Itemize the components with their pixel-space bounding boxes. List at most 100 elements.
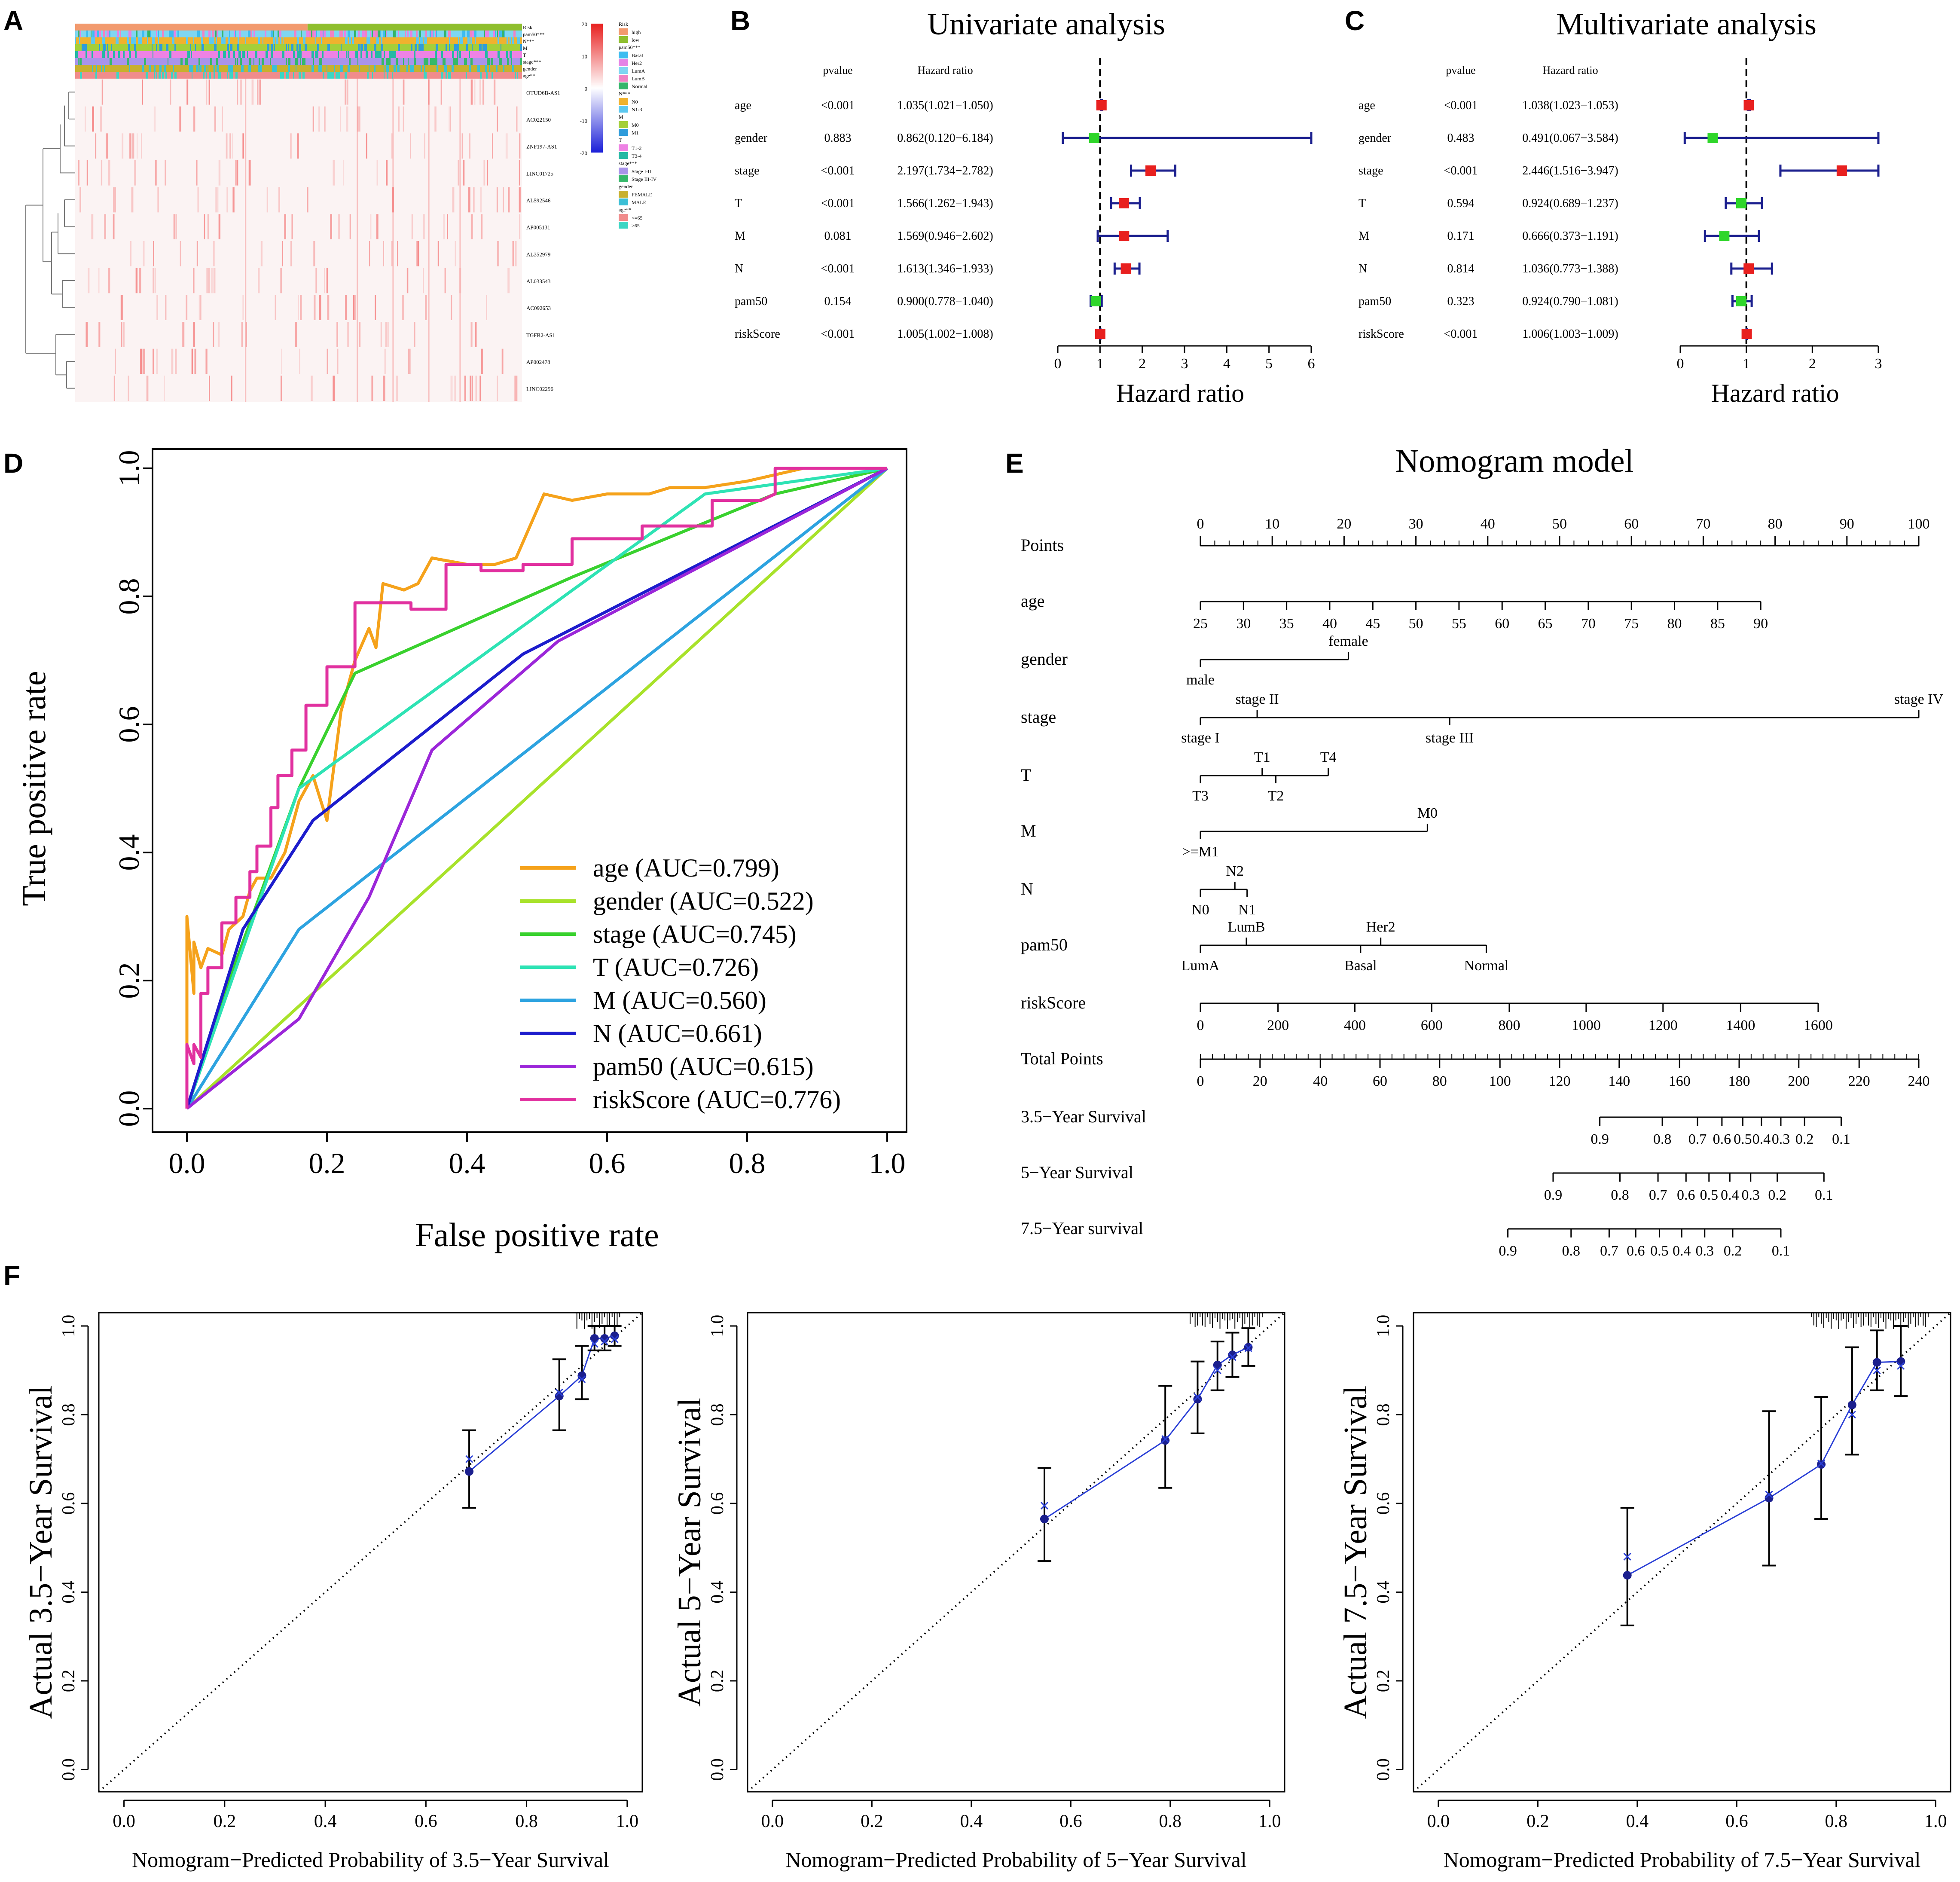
x-tick-label: 0.8 bbox=[1159, 1812, 1182, 1831]
legend-swatch bbox=[619, 152, 628, 159]
forest-row-stage: stage <0.001 2.197(1.734−2.782) bbox=[735, 164, 1177, 177]
variable-name: pam50 bbox=[1359, 295, 1391, 308]
gene-label: OTUD6B-AS1 bbox=[526, 89, 560, 96]
heatmap-cell bbox=[452, 187, 455, 213]
heatmap-cell bbox=[313, 241, 315, 266]
annotation-segment bbox=[280, 37, 281, 44]
annotation-segment bbox=[208, 31, 211, 37]
tick-label: stage II bbox=[1236, 691, 1279, 707]
heatmap-cell bbox=[86, 160, 88, 186]
p-value: <0.001 bbox=[821, 197, 855, 210]
annotation-segment bbox=[436, 31, 437, 37]
roc-legend: age (AUC=0.799)gender (AUC=0.522)stage (… bbox=[520, 854, 841, 1114]
dendrogram bbox=[25, 92, 75, 389]
heatmap-cell bbox=[197, 187, 199, 213]
x-tick-label: 0.6 bbox=[589, 1147, 626, 1179]
annotation-segment bbox=[365, 44, 367, 51]
heatmap-cell bbox=[434, 106, 437, 132]
annotation-segment bbox=[397, 65, 400, 72]
tick-label: 1400 bbox=[1726, 1017, 1755, 1033]
annotation-segment bbox=[242, 51, 245, 58]
annotation-segment bbox=[173, 65, 174, 72]
panel-label-d: D bbox=[3, 448, 23, 479]
forest-row-t: T <0.001 1.566(1.262−1.943) bbox=[735, 197, 1141, 210]
axis-label: stage bbox=[1021, 707, 1056, 727]
annotation-segment bbox=[383, 37, 386, 44]
annotation-segment bbox=[457, 44, 459, 51]
x-tick-label: 0.6 bbox=[1725, 1812, 1748, 1831]
heatmap-cell bbox=[469, 133, 470, 159]
tick-label: 25 bbox=[1193, 616, 1208, 632]
annotation-segment bbox=[148, 37, 149, 44]
y-tick-label: 0.2 bbox=[708, 1670, 727, 1693]
annotation-segment bbox=[484, 58, 487, 65]
p-value: <0.001 bbox=[1444, 164, 1478, 177]
heatmap-cell bbox=[353, 295, 355, 320]
annotation-segment bbox=[480, 72, 482, 79]
tick-label: 80 bbox=[1432, 1073, 1447, 1089]
annotation-segment bbox=[289, 31, 291, 37]
annotation-segment bbox=[371, 51, 372, 58]
annotation-segment bbox=[128, 31, 130, 37]
x-tick-label: 0.0 bbox=[113, 1812, 135, 1831]
tick-label: 120 bbox=[1549, 1073, 1571, 1089]
annotation-segment bbox=[401, 37, 402, 44]
axis-label: 7.5−Year survival bbox=[1021, 1219, 1143, 1238]
annotation-segment bbox=[193, 37, 194, 44]
annotation-segment bbox=[424, 65, 425, 72]
color-scale-tick: -20 bbox=[580, 150, 587, 156]
annotation-segment bbox=[301, 58, 302, 65]
annotation-segment bbox=[211, 51, 214, 58]
annotation-segment bbox=[364, 44, 365, 51]
heatmap-cell bbox=[487, 160, 488, 186]
axis-label: T bbox=[1021, 765, 1031, 785]
annotation-segment bbox=[364, 65, 366, 72]
heatmap-cell bbox=[396, 376, 398, 401]
annotation-segment bbox=[272, 65, 274, 72]
observed-point bbox=[1896, 1357, 1905, 1366]
hazard-ratio-text: 0.491(0.067−3.584) bbox=[1522, 131, 1618, 145]
annotation-segment bbox=[217, 65, 219, 72]
annotation-segment bbox=[267, 65, 268, 72]
annotation-segment bbox=[386, 37, 387, 44]
x-tick-label: 0.8 bbox=[515, 1812, 538, 1831]
heatmap-cell bbox=[257, 79, 260, 105]
annotation-segment bbox=[384, 51, 385, 58]
p-value: 0.154 bbox=[824, 295, 852, 308]
hazard-ratio-marker bbox=[1736, 296, 1746, 306]
annotation-segment bbox=[214, 31, 215, 37]
variable-name: T bbox=[1359, 197, 1366, 210]
tick-label: 0.6 bbox=[1713, 1131, 1731, 1147]
x-tick-label: 2 bbox=[1139, 356, 1146, 372]
heatmap-cell bbox=[164, 376, 165, 401]
x-axis-title: Nomogram−Predicted Probability of 5−Year… bbox=[785, 1848, 1246, 1872]
annotation-segment bbox=[162, 37, 164, 44]
annotation-segment bbox=[324, 51, 326, 58]
annotation-segment bbox=[349, 51, 351, 58]
annotation-segment bbox=[242, 37, 244, 44]
heatmap-cell bbox=[204, 214, 205, 239]
hazard-ratio-text: 0.862(0.120−6.184) bbox=[897, 131, 993, 145]
annotation-segment bbox=[80, 72, 82, 79]
annotation-segment bbox=[186, 37, 188, 44]
variable-name: M bbox=[1359, 229, 1369, 243]
annotation-segment bbox=[287, 44, 288, 51]
calibration-point bbox=[1762, 1410, 1776, 1567]
annotation-segment bbox=[75, 65, 78, 72]
annotation-segment bbox=[373, 58, 374, 65]
heatmap-cell bbox=[170, 79, 171, 105]
annotation-segment bbox=[349, 58, 351, 65]
observed-point bbox=[1847, 1400, 1856, 1409]
annotation-segment bbox=[475, 37, 476, 44]
tick-label: 40 bbox=[1313, 1073, 1328, 1089]
heatmap-cell bbox=[376, 214, 379, 239]
annotation-segment bbox=[360, 51, 362, 58]
legend-label-stage: stage (AUC=0.745) bbox=[593, 920, 797, 948]
gene-label: AL592546 bbox=[526, 197, 551, 204]
annotation-segment bbox=[121, 37, 122, 44]
annotation-segment bbox=[424, 58, 426, 65]
legend-swatch bbox=[619, 28, 628, 35]
hazard-ratio-marker bbox=[1118, 198, 1129, 208]
annotation-segment bbox=[382, 44, 383, 51]
